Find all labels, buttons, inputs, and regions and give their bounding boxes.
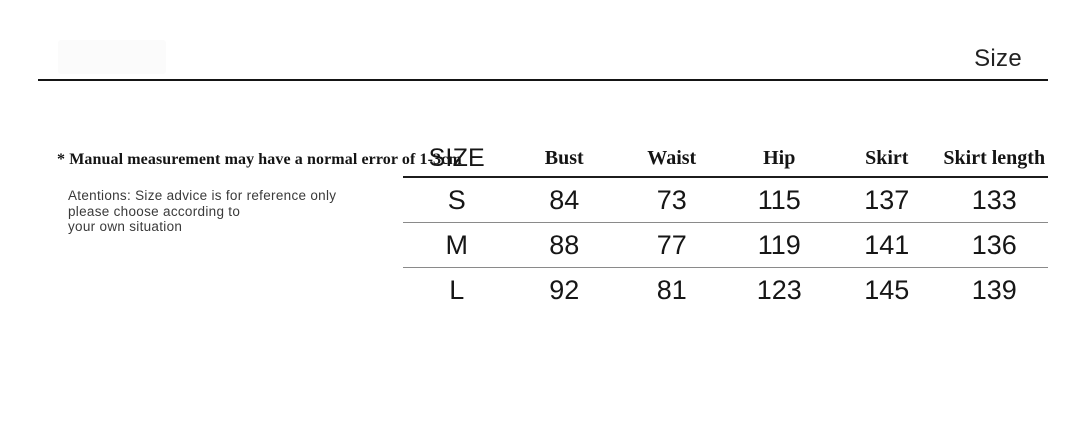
cell-skirt: 145 [864, 275, 910, 305]
size-chart-table: SIZE Bust Waist Hip Skirt Skirt length S… [403, 140, 1048, 313]
cell-size-label: L [449, 275, 465, 305]
column-header-skirt-length: Skirt length [943, 146, 1046, 169]
column-header-hip: Hip [763, 146, 796, 169]
attention-note: Atentions: Size advice is for reference … [68, 188, 336, 235]
page-title: Size [974, 45, 1022, 72]
cell-size-label: S [447, 184, 466, 215]
column-header-bust: Bust [544, 146, 584, 169]
table-row-s: S 84 73 115 137 133 [403, 178, 1048, 223]
column-header-waist: Waist [647, 146, 697, 169]
table-header-row: SIZE Bust Waist Hip Skirt Skirt length [403, 140, 1048, 178]
cell-hip: 115 [757, 184, 801, 215]
cell-hip: 119 [757, 229, 801, 260]
column-header-size: SIZE [428, 143, 485, 172]
column-header-skirt: Skirt [865, 146, 909, 169]
measurement-note: * Manual measurement may have a normal e… [57, 151, 462, 168]
table-row-m: M 88 77 119 141 136 [403, 223, 1048, 268]
cell-bust: 88 [549, 229, 580, 260]
attention-note-line: your own situation [68, 219, 183, 234]
cell-skirt: 137 [864, 184, 910, 215]
faded-watermark [58, 40, 166, 74]
cell-bust: 92 [549, 275, 580, 305]
cell-waist: 73 [656, 184, 687, 215]
cell-hip: 123 [756, 275, 802, 305]
cell-bust: 84 [549, 184, 580, 215]
cell-waist: 77 [656, 229, 687, 260]
cell-skirt-length: 139 [971, 275, 1017, 305]
header-divider [38, 79, 1048, 81]
cell-skirt-length: 136 [971, 229, 1017, 260]
attention-note-line: Atentions: Size advice is for reference … [68, 188, 337, 203]
cell-size-label: M [445, 229, 469, 260]
attention-note-line: please choose according to [68, 203, 241, 219]
cell-skirt-length: 133 [971, 184, 1017, 215]
cell-skirt: 141 [864, 229, 910, 260]
cell-waist: 81 [656, 275, 687, 305]
table-row-l: L 92 81 123 145 139 [403, 268, 1048, 313]
